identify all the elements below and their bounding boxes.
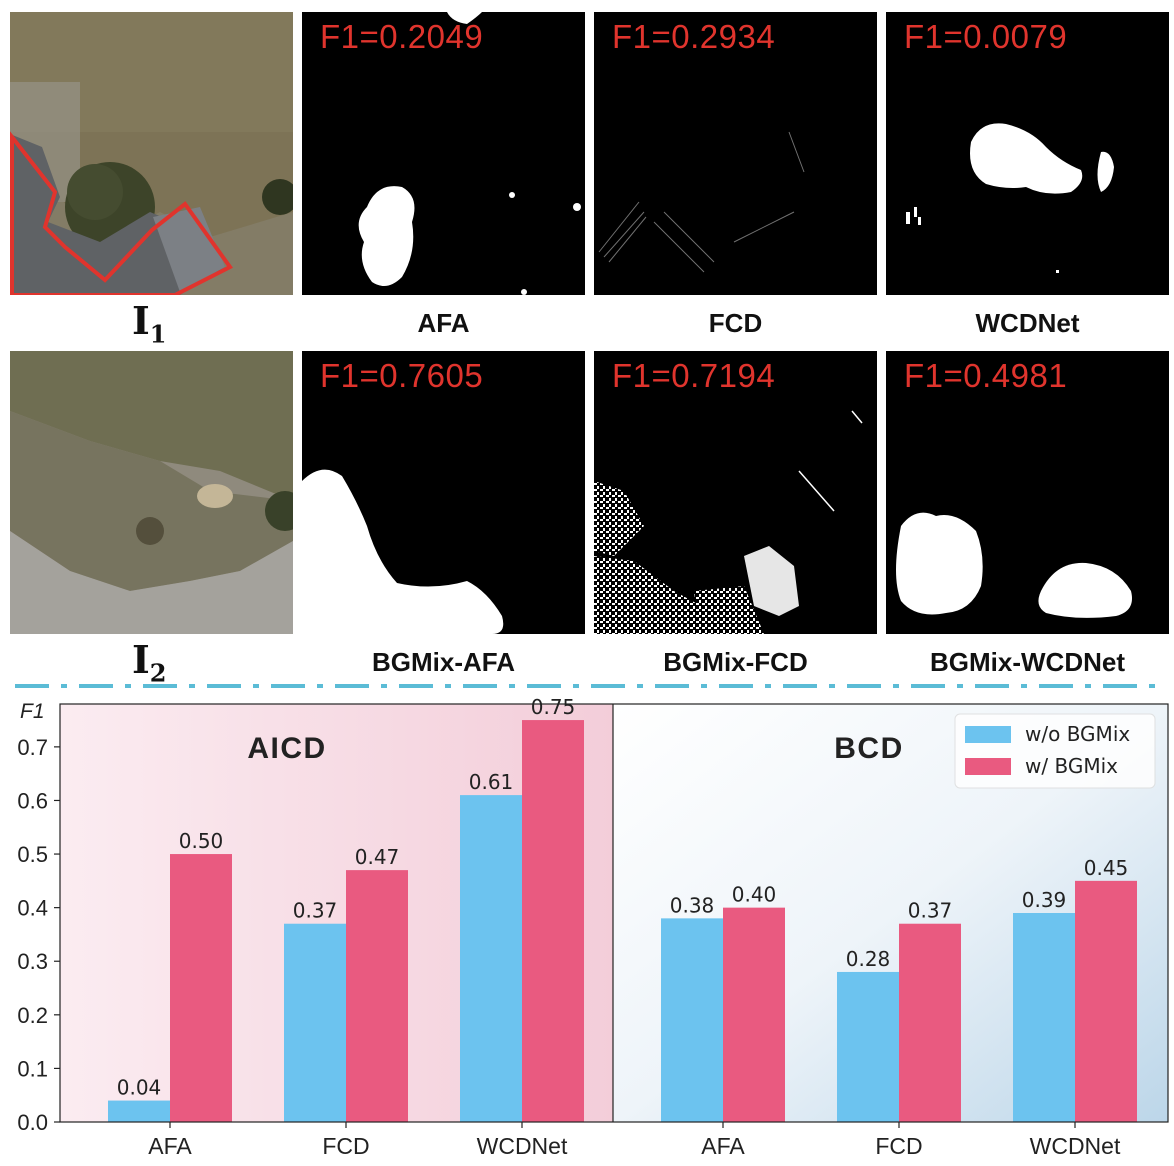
f1-score-afa: F1=0.2049 [320, 18, 484, 55]
x-tick-label: WCDNet [477, 1133, 568, 1159]
bar-bcd-wcdnet-wo [1013, 913, 1075, 1122]
bar-value-label: 0.38 [670, 893, 715, 917]
panel-title-aicd: AICD [247, 732, 326, 765]
mask-bgmix-fcd: F1=0.7194 [594, 351, 877, 634]
bar-value-label: 0.39 [1022, 888, 1067, 912]
f1-score-bgmix-fcd: F1=0.7194 [612, 357, 776, 394]
bar-bcd-afa-w [723, 907, 785, 1122]
f1-score-bgmix-wcdnet: F1=0.4981 [904, 357, 1068, 394]
mask-fcd: F1=0.2934 [594, 12, 877, 295]
y-tick-label: 0.7 [17, 735, 48, 760]
bar-aicd-fcd-w [346, 870, 408, 1122]
legend-swatch [965, 726, 1011, 743]
x-tick-label: AFA [701, 1133, 745, 1159]
x-tick-label: WCDNet [1030, 1133, 1121, 1159]
bar-bcd-fcd-wo [837, 971, 899, 1122]
bar-aicd-wcdnet-wo [460, 795, 522, 1122]
bar-bcd-fcd-w [899, 923, 961, 1122]
caption-bgmix-afa: BGMix-AFA [372, 647, 515, 677]
bar-value-label: 0.37 [908, 899, 953, 923]
legend-label: w/ BGMix [1025, 754, 1118, 778]
f1-score-fcd: F1=0.2934 [612, 18, 776, 55]
input-image-1 [10, 12, 293, 295]
bar-value-label: 0.37 [293, 899, 338, 923]
bar-value-label: 0.47 [355, 845, 400, 869]
caption-bgmix-fcd: BGMix-FCD [663, 647, 808, 677]
f1-score-bgmix-afa: F1=0.7605 [320, 357, 484, 394]
caption-fcd: FCD [708, 308, 763, 338]
mask-bgmix-afa: F1=0.7605 [302, 351, 585, 634]
bar-bcd-afa-wo [661, 918, 723, 1122]
bar-value-label: 0.28 [846, 947, 891, 971]
f1-score-wcdnet: F1=0.0079 [904, 18, 1068, 55]
y-tick-label: 0.5 [17, 842, 48, 867]
bar-value-label: 0.75 [531, 695, 576, 719]
mask-bgmix-wcdnet: F1=0.4981 [886, 351, 1169, 634]
mask-afa: F1=0.2049 [302, 12, 585, 295]
mask-wcdnet: F1=0.0079 [886, 12, 1169, 295]
x-tick-label: FCD [322, 1133, 369, 1159]
legend-label: w/o BGMix [1025, 722, 1130, 746]
y-tick-label: 0.4 [17, 896, 48, 921]
y-tick-label: 0.0 [17, 1110, 48, 1135]
y-tick-label: 0.3 [17, 949, 48, 974]
bar-bcd-wcdnet-w [1075, 880, 1137, 1122]
caption-afa: AFA [417, 308, 470, 338]
legend-swatch [965, 758, 1011, 775]
bar-aicd-wcdnet-w [522, 720, 584, 1122]
bar-aicd-fcd-wo [284, 923, 346, 1122]
y-tick-label: 0.6 [17, 788, 48, 813]
panel-title-bcd: BCD [834, 732, 904, 765]
input-label-1: I1 [132, 298, 167, 349]
bar-aicd-afa-wo [108, 1100, 170, 1122]
input-label-2: I2 [132, 637, 167, 688]
bar-value-label: 0.50 [179, 829, 224, 853]
bar-value-label: 0.40 [732, 883, 777, 907]
input-image-2 [10, 351, 293, 634]
caption-wcdnet: WCDNet [975, 308, 1080, 338]
caption-bgmix-wcdnet: BGMix-WCDNet [930, 647, 1125, 677]
bar-value-label: 0.45 [1084, 856, 1129, 880]
bar-value-label: 0.61 [469, 770, 514, 794]
y-tick-label: 0.1 [17, 1056, 48, 1081]
f1-bar-chart: 0.0 0.1 0.2 0.3 0.4 0.5 0.6 0.7 F1 AICD AFA 0.04 0.5… [17, 695, 1169, 1159]
bar-value-label: 0.04 [117, 1076, 162, 1100]
y-axis-label: F1 [20, 700, 45, 723]
bar-aicd-afa-w [170, 854, 232, 1122]
x-tick-label: FCD [875, 1133, 922, 1159]
x-tick-label: AFA [148, 1133, 192, 1159]
y-tick-label: 0.2 [17, 1003, 48, 1028]
